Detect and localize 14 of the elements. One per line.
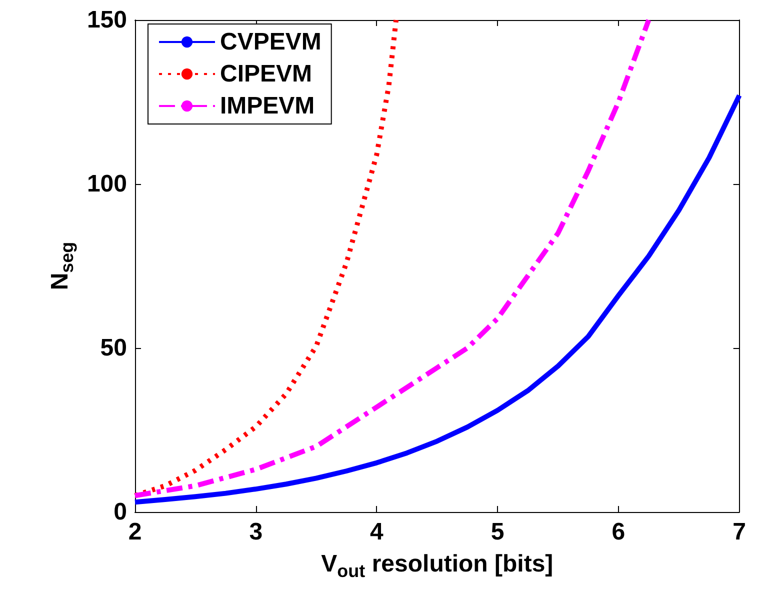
- y-axis-title: Nseg: [46, 242, 78, 290]
- x-tick-label: 5: [490, 518, 504, 546]
- y-tick-label: 50: [100, 334, 127, 362]
- legend-label: CVPEVM: [220, 28, 322, 56]
- x-tick-label: 7: [732, 518, 746, 546]
- x-tick-label: 6: [612, 518, 626, 546]
- legend-label: IMPEVM: [220, 92, 315, 120]
- y-tick-label: 0: [114, 498, 127, 526]
- y-tick-label: 100: [86, 170, 127, 198]
- x-tick-label: 3: [249, 518, 263, 546]
- x-tick-label: 2: [128, 518, 142, 546]
- y-tick-label: 150: [86, 6, 127, 34]
- legend-label: CIPEVM: [220, 60, 312, 88]
- x-tick-label: 4: [370, 518, 384, 546]
